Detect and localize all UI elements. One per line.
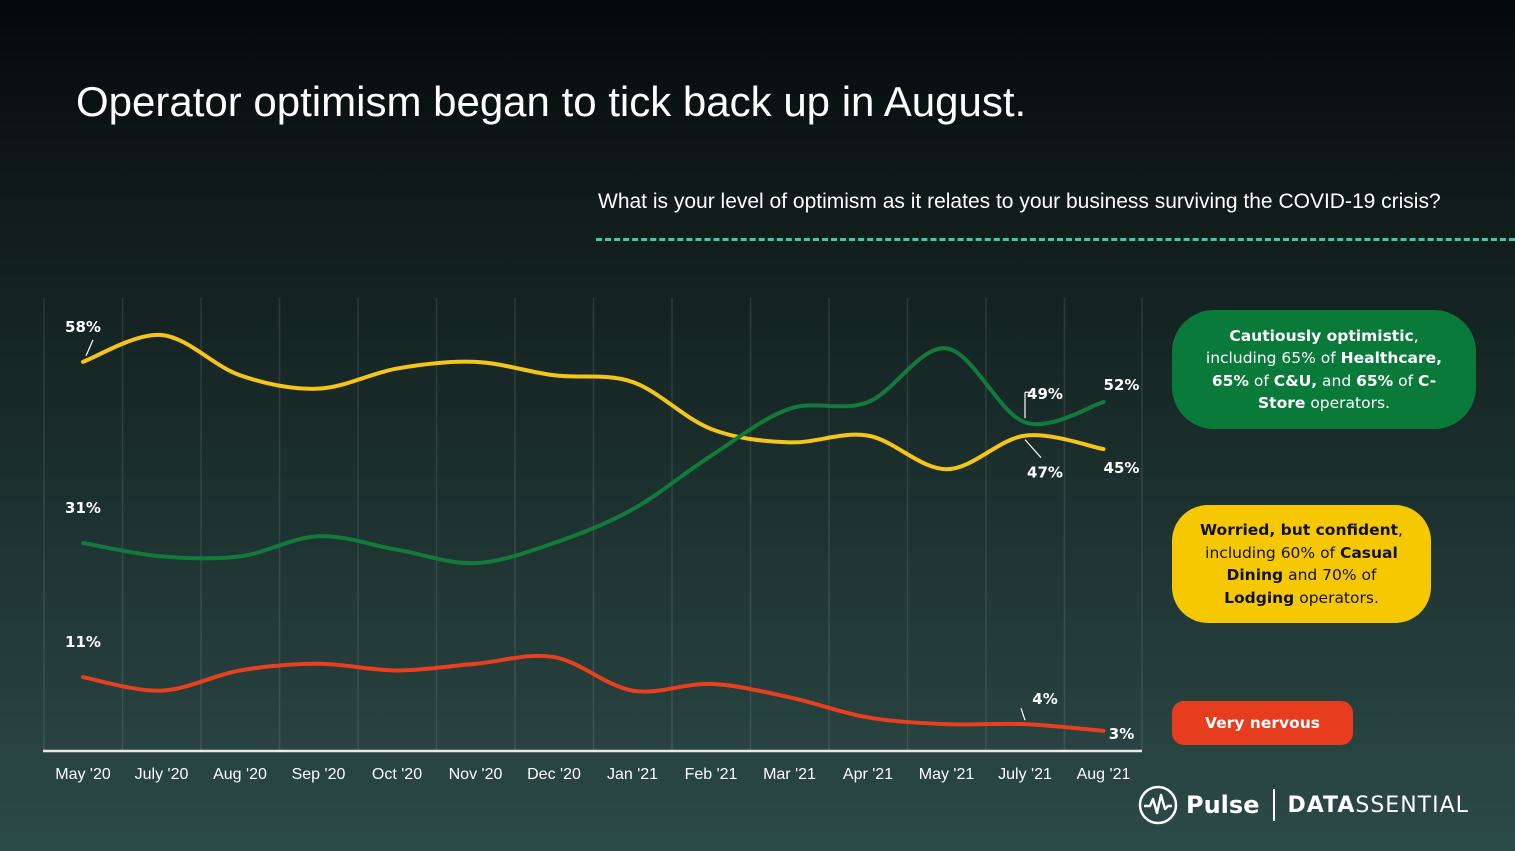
series-line-cautiously-optimistic [81, 346, 1106, 566]
logo-separator [1273, 789, 1276, 821]
data-label: 49% [1027, 385, 1063, 403]
series-line-very-nervous [81, 653, 1106, 733]
brand-name: DATASSENTIAL [1287, 792, 1469, 818]
x-tick-label: July '20 [135, 766, 189, 783]
chart-grid [43, 298, 1143, 750]
x-tick-label: May '20 [55, 766, 111, 783]
x-tick-label: May '21 [919, 766, 975, 783]
x-tick-label: Apr '21 [843, 766, 893, 783]
data-label: 31% [65, 499, 101, 517]
x-tick-label: Oct '20 [372, 766, 422, 783]
x-tick-label: Aug '21 [1077, 766, 1131, 783]
data-label: 52% [1104, 376, 1140, 394]
x-tick-label: Sep '20 [292, 766, 346, 783]
data-label: 58% [65, 318, 101, 336]
leader-line [85, 339, 94, 357]
leader-line [1020, 707, 1026, 721]
x-tick-label: Feb '21 [685, 766, 738, 783]
divider-line [596, 238, 1515, 241]
series-line-worried-but-confident [81, 332, 1106, 472]
page-title: Operator optimism began to tick back up … [76, 78, 1027, 125]
callout-worried-but-confident: Worried, but confident, including 60% of… [1172, 505, 1431, 623]
footer-logo: Pulse DATASSENTIAL [1138, 783, 1469, 827]
label-leaders [85, 339, 1042, 721]
data-label: 47% [1027, 464, 1063, 482]
pulse-waveform-icon [1138, 785, 1178, 825]
callout-very-nervous: Very nervous [1172, 701, 1353, 745]
x-tick-label: July '21 [998, 766, 1052, 783]
x-tick-label: Mar '21 [763, 766, 816, 783]
data-label: 3% [1109, 725, 1134, 743]
x-tick-label: Aug '20 [213, 766, 267, 783]
callout-cautiously-optimistic: Cautiously optimistic, including 65% of … [1172, 310, 1476, 429]
data-label: 11% [65, 633, 101, 651]
leader-line [1024, 439, 1042, 459]
x-tick-label: Nov '20 [449, 766, 503, 783]
product-name: Pulse [1186, 791, 1260, 819]
data-label: 45% [1104, 459, 1140, 477]
data-label: 4% [1032, 690, 1057, 708]
x-tick-label: Jan '21 [607, 766, 658, 783]
x-tick-label: Dec '20 [527, 766, 581, 783]
chart-question: What is your level of optimism as it rel… [598, 190, 1441, 213]
